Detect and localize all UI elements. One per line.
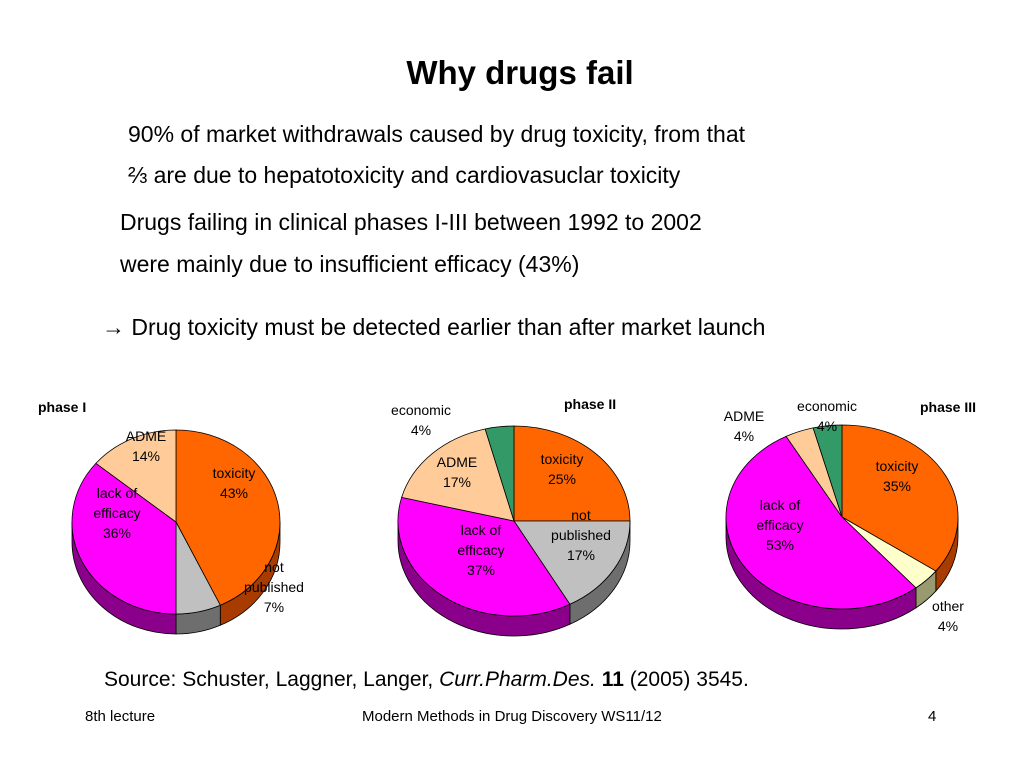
pie-slice-adme [95,429,177,523]
pie-title: phase II [564,396,616,412]
pie-slice-lack-of-efficacy [725,435,917,610]
bullet-2-line-2: were mainly due to insufficient efficacy… [120,251,580,277]
pie-slice-not-published [513,520,631,605]
source-prefix: Source: Schuster, Laggner, Langer, [104,668,440,691]
pie-label-economic: economic 4% [797,398,857,434]
source-citation: Source: Schuster, Laggner, Langer, Curr.… [104,667,749,693]
pie-label-not-published: not published 17% [551,507,611,563]
pie-chart-phase-1: phase I toxicity 43% not published 7% lack of e… [38,399,304,635]
pie-title: phase III [920,399,976,415]
pie-label-lack-of-efficacy: lack of efficacy 37% [457,522,504,578]
footer-lecture: 8th lecture [85,708,156,725]
conclusion-line: → Drug toxicity must be detected earlier… [102,314,766,340]
pie-label-toxicity: toxicity 25% [541,451,584,487]
pie-label-lack-of-efficacy: lack of efficacy 36% [93,485,140,541]
pie-label-toxicity: toxicity 43% [213,465,256,501]
pie-slice-economic [812,424,843,518]
pie-slice-toxicity [175,429,281,606]
source-volume: 11 [601,668,624,691]
pie-label-lack-of-efficacy: lack of efficacy 53% [756,497,803,553]
pie-label-adme: ADME 14% [126,428,166,464]
pie-label-adme: ADME 4% [724,408,764,444]
source-rest: (2005) 3545. [623,668,749,691]
footer-course: Modern Methods in Drug Discovery WS11/12 [362,708,662,725]
source-journal: Curr.Pharm.Des. [439,668,596,691]
pie-label-economic: economic 4% [391,402,451,438]
pie-label-other: other 4% [932,598,964,634]
pie-label-not-published: not published 7% [244,559,304,615]
slide-title: Why drugs fail [406,54,634,91]
pie-slice-lack-of-efficacy [397,496,571,617]
bullet-2-line-1: Drugs failing in clinical phases I-III b… [120,209,702,235]
pie-slice-toxicity [513,425,631,522]
pie-title: phase I [38,399,86,415]
pie-slice-adme [401,428,515,522]
bullet-1-line-2: ⅔ are due to hepatotoxicity and cardiova… [128,162,681,188]
pie-chart-phase-2: phase II toxicity 25% not published 17% lack o… [391,396,631,637]
pie-slice-toxicity [841,424,959,572]
pie-label-toxicity: toxicity 35% [876,458,919,494]
bullet-1-line-1: 90% of market withdrawals caused by drug… [128,121,746,147]
pie-chart-phase-3: phase III toxicity 35% other 4% lack of effica… [724,398,976,634]
pie-slice-lack-of-efficacy [71,462,177,615]
pie-slice-economic [484,425,515,522]
footer-page-number: 4 [928,708,937,725]
pie-label-adme: ADME 17% [437,454,477,490]
